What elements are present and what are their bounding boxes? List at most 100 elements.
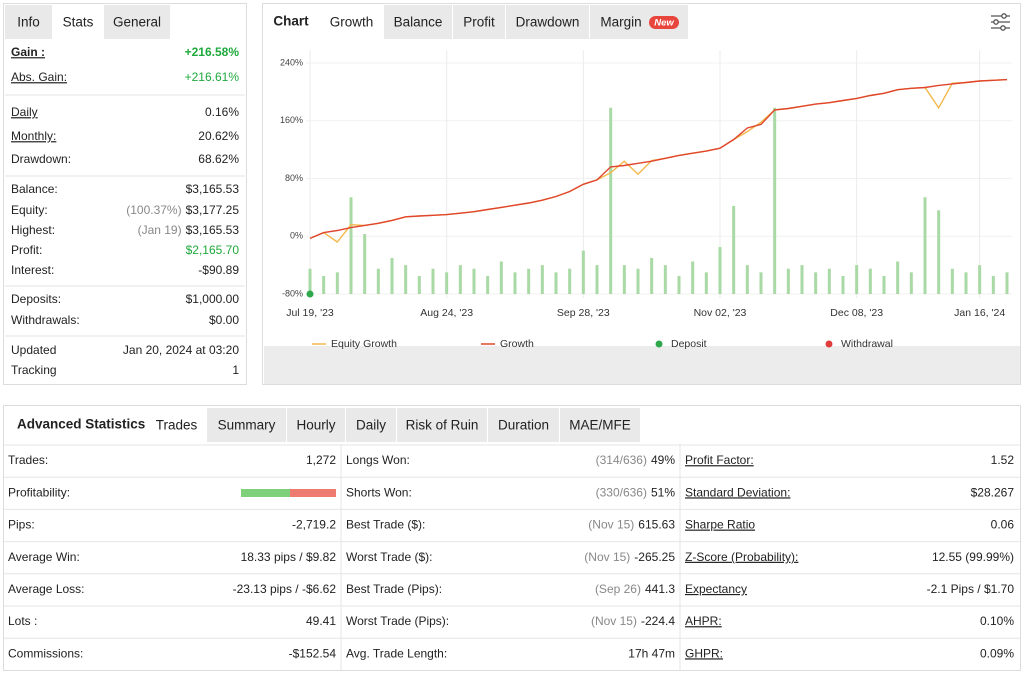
stat-label: Avg. Trade Length:: [346, 646, 447, 660]
trade-bar: [745, 265, 749, 294]
stats-tab[interactable]: Trades: [156, 418, 198, 433]
trade-bar: [964, 272, 968, 294]
stat-label: Deposits:: [11, 292, 61, 306]
info-tab[interactable]: Info: [17, 15, 40, 30]
trade-bar: [937, 210, 941, 294]
stats-tab-bg[interactable]: [207, 408, 286, 442]
stat-value: $3,165.53: [186, 182, 240, 196]
stat-label: Lots :: [8, 614, 37, 628]
trade-bar: [431, 268, 435, 294]
trade-bar: [786, 268, 790, 294]
trade-bar: [609, 107, 613, 294]
stats-tab-bg[interactable]: [346, 408, 396, 442]
stat-label: Longs Won:: [346, 453, 410, 467]
stats-tab[interactable]: Duration: [498, 418, 549, 433]
legend-label[interactable]: Deposit: [671, 338, 707, 350]
stats-tab-bg[interactable]: [560, 408, 640, 442]
event-marker: [306, 290, 314, 298]
trade-bar: [581, 250, 585, 294]
stat-label: Abs. Gain:: [11, 70, 67, 84]
stat-note: (Nov 15): [584, 550, 630, 564]
chart-tab[interactable]: Drawdown: [516, 15, 580, 30]
stat-value: -224.4: [641, 614, 675, 628]
stat-value: 0.09%: [980, 646, 1014, 660]
chart-tab-bg[interactable]: [506, 5, 589, 39]
stat-value: 12.55 (99.99%): [932, 550, 1014, 564]
stat-value: $28.267: [971, 485, 1015, 499]
trade-bar: [499, 261, 503, 294]
trade-bar: [841, 275, 845, 294]
chart-tab[interactable]: Margin: [600, 15, 641, 30]
trade-bar: [663, 265, 667, 294]
stats-heading: Advanced Statistics: [17, 417, 145, 432]
trade-bar: [376, 268, 380, 294]
info-tab-bg[interactable]: [53, 5, 103, 39]
chart-tab[interactable]: Growth: [330, 15, 374, 30]
trade-bar: [718, 247, 722, 294]
chart-tab-bg[interactable]: [384, 5, 452, 39]
trade-bar: [417, 275, 421, 294]
profitability-loss: [290, 489, 336, 497]
stats-tab[interactable]: Risk of Ruin: [406, 418, 479, 433]
trade-bar: [622, 265, 626, 294]
stat-label: Daily: [11, 105, 38, 119]
stats-tab-bg[interactable]: [397, 408, 487, 442]
stat-value: -23.13 pips / -$6.62: [233, 582, 337, 596]
legend-label[interactable]: Growth: [500, 338, 534, 350]
info-tab[interactable]: General: [113, 15, 161, 30]
stat-value: $1,000.00: [186, 292, 240, 306]
trade-bar: [513, 272, 517, 294]
stat-value: -$152.54: [289, 646, 337, 660]
y-tick-label: 0%: [290, 231, 303, 241]
chart-tab-bg[interactable]: [453, 5, 505, 39]
stat-value: 615.63: [638, 518, 675, 532]
trade-bar: [991, 275, 995, 294]
stats-tab[interactable]: Hourly: [296, 418, 335, 433]
y-tick-label: -80%: [282, 288, 303, 298]
info-tab-bg[interactable]: [104, 5, 170, 39]
stat-value: 18.33 pips / $9.82: [241, 550, 337, 564]
stats-tab[interactable]: Daily: [356, 418, 386, 433]
chart-heading: Chart: [273, 14, 309, 29]
stat-label: Profit Factor:: [685, 453, 754, 467]
legend-swatch: [655, 340, 663, 348]
trade-bar: [540, 265, 544, 294]
trade-bar: [1005, 272, 1009, 294]
info-panel: [3, 3, 247, 385]
stat-label: Z-Score (Probability):: [685, 550, 798, 564]
chart-tab[interactable]: Profit: [463, 15, 495, 30]
trade-bar: [458, 265, 462, 294]
stat-note: (Jan 19): [138, 223, 182, 237]
trade-bar: [445, 272, 449, 294]
info-tab[interactable]: Stats: [63, 15, 94, 30]
stats-tab-bg[interactable]: [147, 408, 206, 442]
info-tab-bg[interactable]: [5, 5, 52, 39]
x-tick-label: Sep 28, '23: [557, 307, 610, 319]
stat-label: Monthly:: [11, 129, 56, 143]
stats-tab-bg[interactable]: [287, 408, 345, 442]
chart-settings-icon[interactable]: [991, 13, 1010, 31]
stat-label: Drawdown:: [11, 152, 71, 166]
trade-bar: [363, 234, 367, 294]
stat-label: Worst Trade ($):: [346, 550, 432, 564]
legend-label[interactable]: Withdrawal: [841, 338, 893, 350]
stat-value: 68.62%: [198, 152, 239, 166]
stat-value: 0.10%: [980, 614, 1014, 628]
new-badge-bg: [649, 16, 679, 29]
chart-tab[interactable]: Balance: [394, 15, 443, 30]
stat-label: Equity:: [11, 203, 48, 217]
stats-tab-bg[interactable]: [488, 408, 559, 442]
trade-bar: [704, 272, 708, 294]
legend-label[interactable]: Equity Growth: [331, 338, 397, 350]
chart-tab-bg[interactable]: [320, 5, 383, 39]
trade-bar: [923, 197, 927, 294]
stat-label: Pips:: [8, 518, 35, 532]
stat-value: +216.58%: [185, 45, 240, 59]
stats-tab[interactable]: Summary: [218, 418, 276, 433]
x-tick-label: Jan 16, '24: [954, 307, 1005, 319]
stats-tab[interactable]: MAE/MFE: [569, 418, 631, 433]
stat-label: Best Trade (Pips):: [346, 582, 442, 596]
stat-note: (330/636): [596, 485, 647, 499]
stat-label: Expectancy: [685, 582, 747, 596]
stat-value: 0.06: [991, 518, 1015, 532]
